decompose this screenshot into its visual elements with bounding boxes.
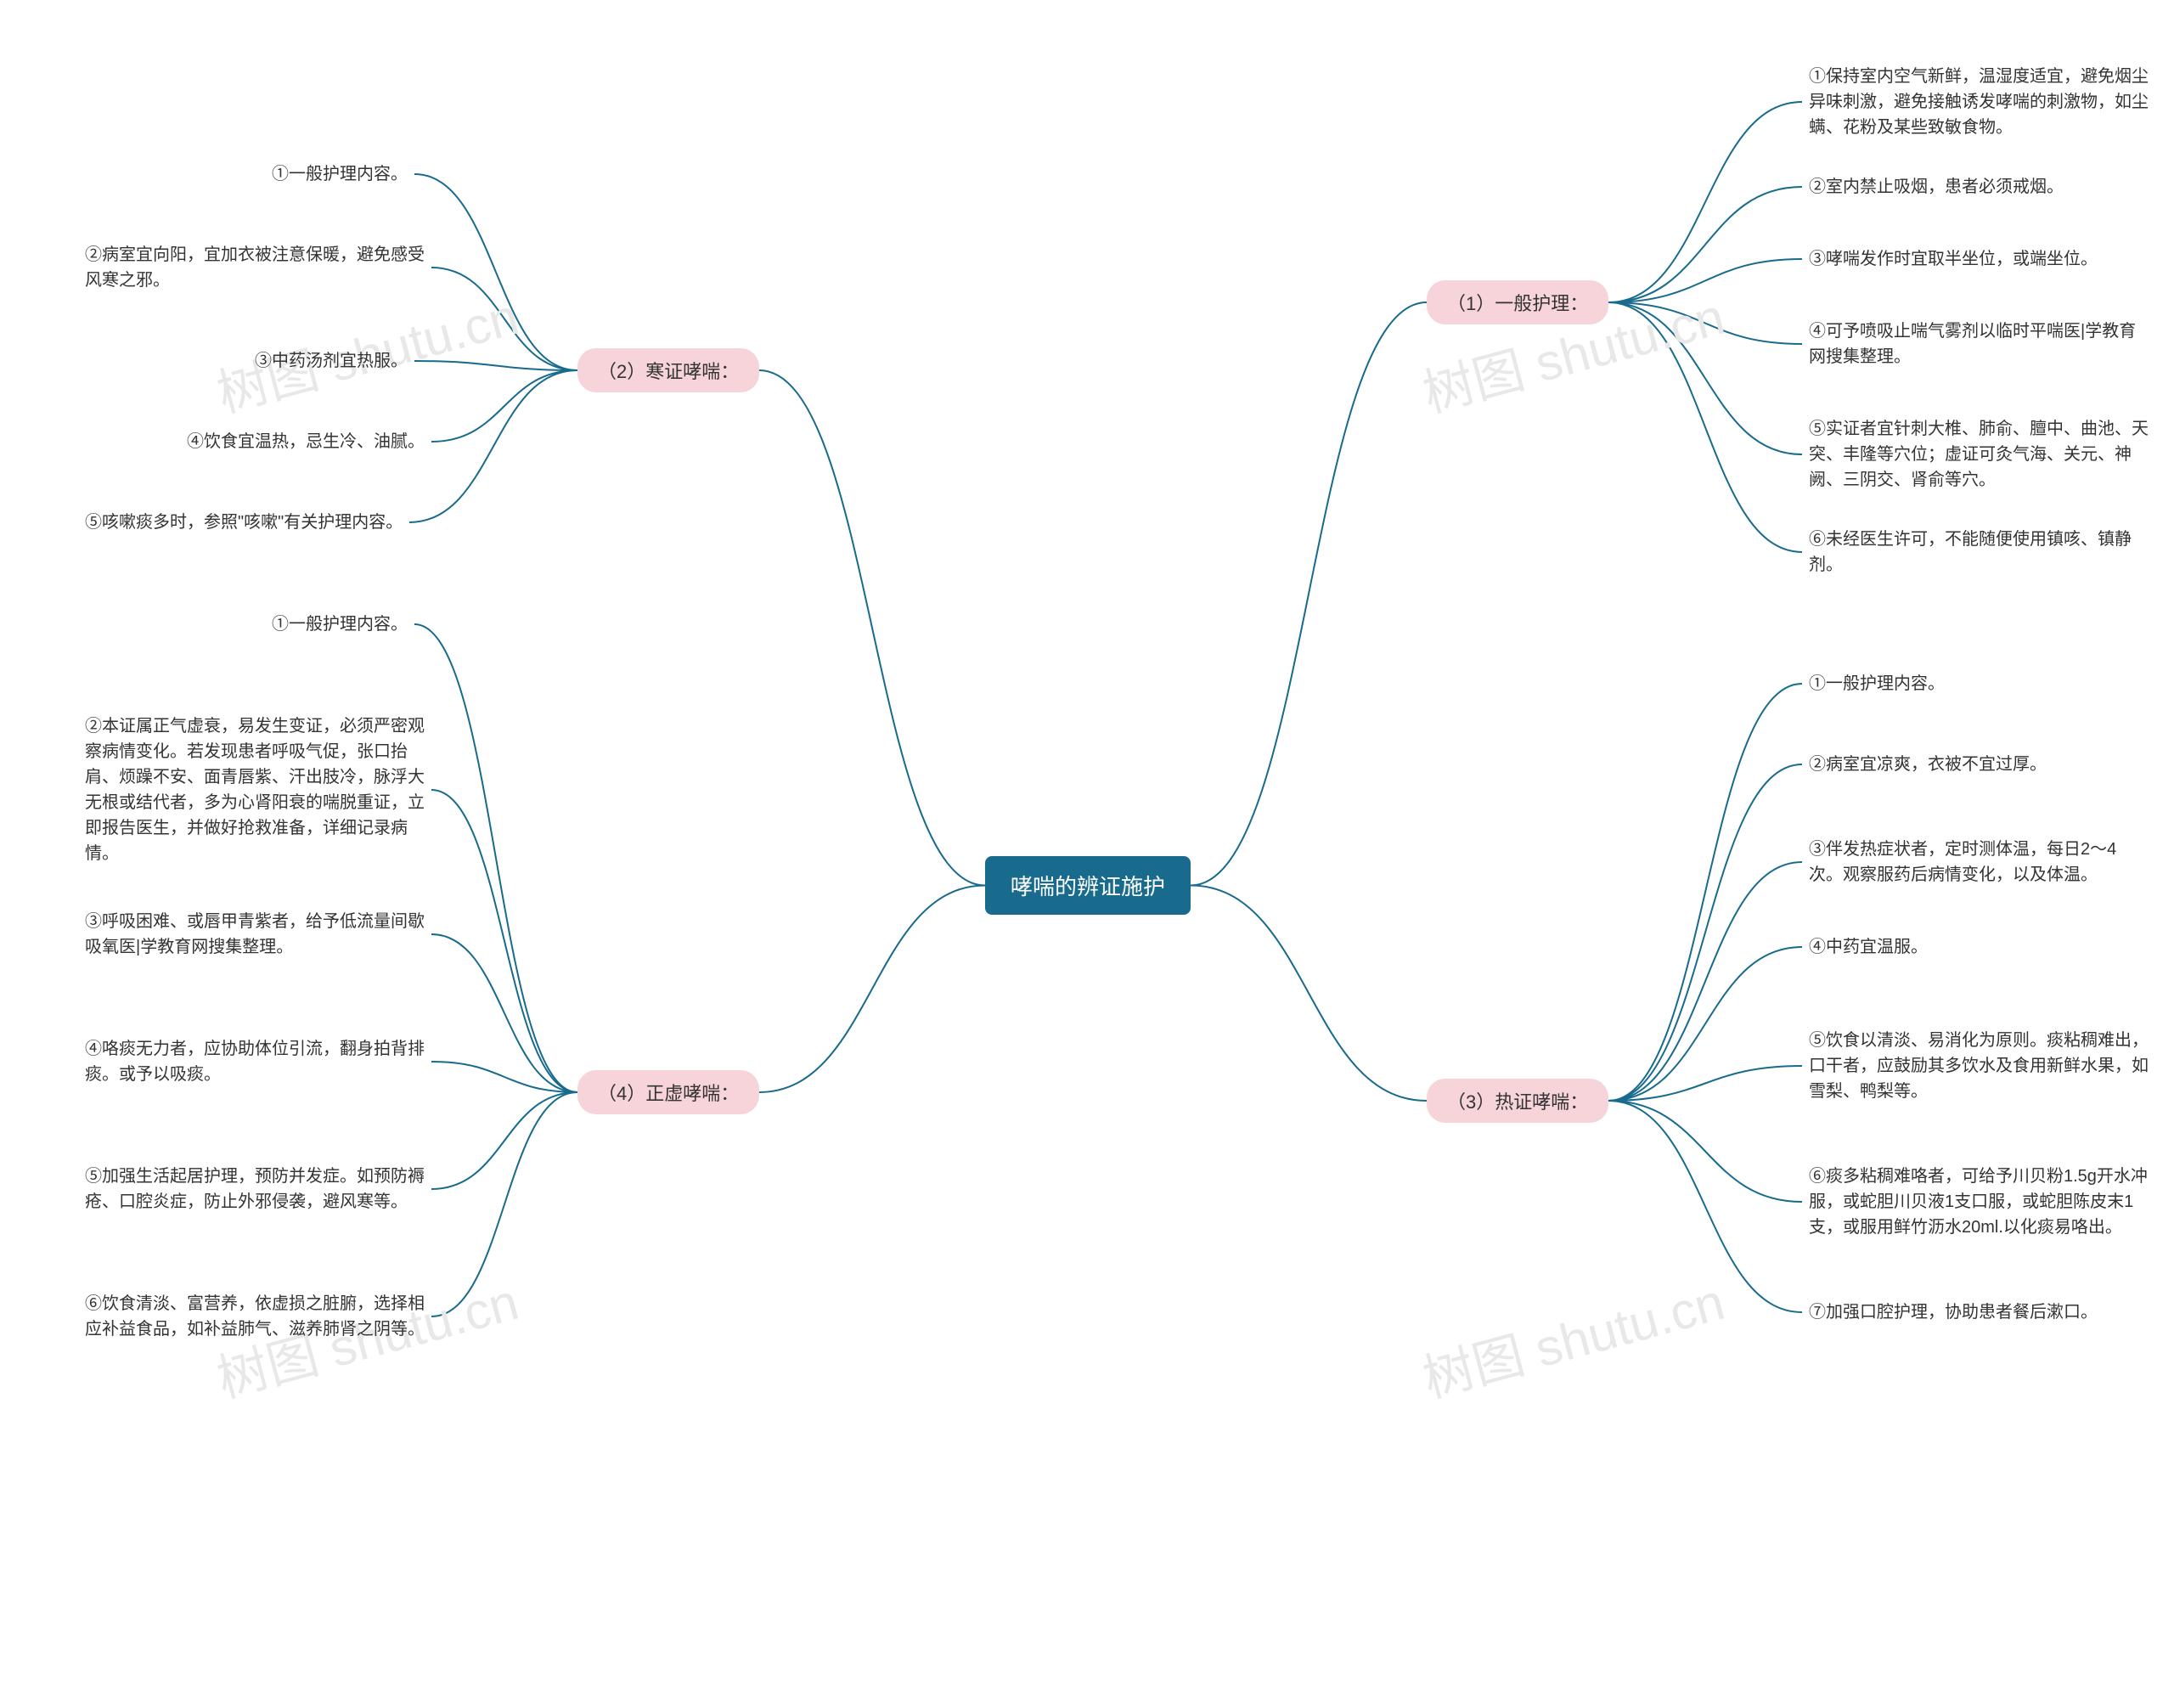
leaf-node: ⑤咳嗽痰多时，参照"咳嗽"有关护理内容。 <box>85 510 403 535</box>
branch-cold-asthma: （2）寒证哮喘： <box>577 348 759 392</box>
watermark: 树图 shutu.cn <box>1414 1260 1732 1412</box>
leaf-node: ②室内禁止吸烟，患者必须戒烟。 <box>1809 174 2064 200</box>
leaf-node: ③中药汤剂宜热服。 <box>255 348 408 374</box>
leaf-node: ①一般护理内容。 <box>272 612 408 637</box>
leaf-node: ④饮食宜温热，忌生冷、油腻。 <box>187 429 425 454</box>
leaf-node: ⑥未经医生许可，不能随便使用镇咳、镇静剂。 <box>1809 527 2149 578</box>
branch-general-care: （1）一般护理： <box>1427 280 1608 324</box>
mindmap-center: 哮喘的辨证施护 <box>985 856 1191 915</box>
leaf-node: ①一般护理内容。 <box>1809 671 1945 696</box>
leaf-node: ③哮喘发作时宜取半坐位，或端坐位。 <box>1809 246 2098 272</box>
leaf-node: ④可予喷吸止喘气雾剂以临时平喘医|学教育网搜集整理。 <box>1809 318 2149 369</box>
leaf-node: ⑦加强口腔护理，协助患者餐后漱口。 <box>1809 1299 2098 1325</box>
leaf-node: ⑥饮食清淡、富营养，依虚损之脏腑，选择相应补益食品，如补益肺气、滋养肺肾之阴等。 <box>85 1291 425 1342</box>
leaf-node: ④中药宜温服。 <box>1809 934 1928 960</box>
leaf-node: ②本证属正气虚衰，易发生变证，必须严密观察病情变化。若发现患者呼吸气促，张口抬肩… <box>85 713 425 866</box>
leaf-node: ④咯痰无力者，应协助体位引流，翻身拍背排痰。或予以吸痰。 <box>85 1036 425 1087</box>
leaf-node: ⑤加强生活起居护理，预防并发症。如预防褥疮、口腔炎症，防止外邪侵袭，避风寒等。 <box>85 1164 425 1215</box>
leaf-node: ③伴发热症状者，定时测体温，每日2～4次。观察服药后病情变化，以及体温。 <box>1809 837 2149 888</box>
leaf-node: ②病室宜向阳，宜加衣被注意保暖，避免感受风寒之邪。 <box>85 242 425 293</box>
leaf-node: ⑥痰多粘稠难咯者，可给予川贝粉1.5g开水冲服，或蛇胆川贝液1支口服，或蛇胆陈皮… <box>1809 1164 2149 1240</box>
leaf-node: ⑤饮食以清淡、易消化为原则。痰粘稠难出，口干者，应鼓励其多饮水及食用新鲜水果，如… <box>1809 1028 2149 1104</box>
branch-deficiency-asthma: （4）正虚哮喘： <box>577 1070 759 1114</box>
leaf-node: ②病室宜凉爽，衣被不宜过厚。 <box>1809 752 2047 777</box>
leaf-node: ③呼吸困难、或唇甲青紫者，给予低流量间歇吸氧医|学教育网搜集整理。 <box>85 909 425 960</box>
branch-heat-asthma: （3）热证哮喘： <box>1427 1079 1608 1123</box>
leaf-node: ①一般护理内容。 <box>272 161 408 187</box>
leaf-node: ①保持室内空气新鲜，温湿度适宜，避免烟尘异味刺激，避免接触诱发哮喘的刺激物，如尘… <box>1809 64 2149 140</box>
leaf-node: ⑤实证者宜针刺大椎、肺俞、膻中、曲池、天突、丰隆等穴位；虚证可灸气海、关元、神阙… <box>1809 416 2149 493</box>
